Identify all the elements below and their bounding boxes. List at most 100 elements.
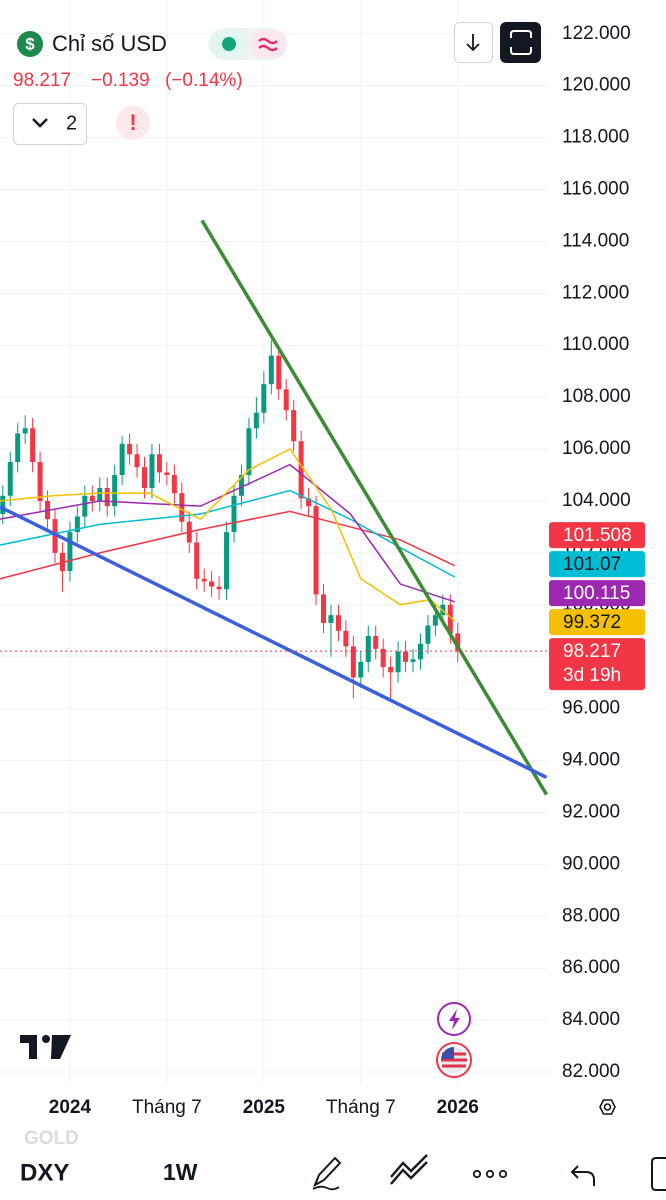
y-tick-label: 118.000	[562, 127, 629, 148]
chevron	[32, 118, 48, 128]
fullscreen-icon	[510, 30, 532, 55]
candle-body	[321, 594, 327, 623]
candle-body	[455, 633, 461, 652]
ma-line	[0, 463, 456, 603]
ma-price-label: 100.115	[563, 583, 630, 604]
indicators-toggle[interactable]: 2	[13, 103, 87, 145]
x-tick-label: Tháng 7	[326, 1097, 396, 1118]
draw-tool[interactable]	[312, 1156, 342, 1191]
trend-tool[interactable]	[390, 1154, 428, 1185]
pen-stroke	[312, 1185, 340, 1191]
toolbar-interval[interactable]: 1W	[163, 1159, 198, 1185]
time-axis: 2024 Tháng 7 2025 Tháng 7 2026	[49, 1097, 479, 1118]
layout-button[interactable]	[651, 1157, 666, 1191]
candle-body	[179, 493, 185, 522]
x-tick-label: 2025	[243, 1097, 286, 1118]
trend-icon	[390, 1154, 428, 1178]
trendline	[0, 505, 548, 779]
candle-body	[306, 498, 312, 507]
toolbar-symbol[interactable]: DXY	[20, 1159, 69, 1186]
more-button[interactable]	[472, 1169, 508, 1179]
candle-body	[67, 532, 73, 572]
ma-price-tag	[549, 609, 645, 636]
candle-body	[283, 389, 289, 411]
watermark: GOLD	[24, 1128, 79, 1149]
candle-body	[313, 506, 319, 595]
last-price-tag	[549, 638, 645, 691]
indicator-count: 2	[66, 112, 77, 134]
candle-body	[298, 441, 304, 499]
candle-body	[261, 384, 267, 413]
tradingview-logo	[20, 1035, 71, 1059]
ma-price-label: 99.372	[563, 612, 621, 633]
delayed-icon	[258, 37, 278, 52]
pill-right	[250, 30, 286, 58]
y-tick-label: 120.000	[562, 75, 631, 96]
candle-body	[171, 475, 177, 494]
candle-body	[209, 581, 215, 587]
trendline	[200, 219, 548, 796]
candle-body	[291, 410, 297, 442]
last-price-label: 98.217	[563, 641, 621, 662]
undo-icon	[570, 1165, 595, 1186]
candle-body	[22, 428, 28, 434]
candle-body	[134, 454, 140, 468]
logo-part	[42, 1035, 50, 1043]
y-tick-label: 116.000	[562, 179, 629, 200]
lightning-button[interactable]	[437, 1002, 471, 1036]
undo-button[interactable]	[570, 1165, 595, 1186]
candle-body	[224, 532, 230, 590]
candle-body	[328, 615, 334, 623]
candle-body	[149, 454, 155, 488]
candle-body	[231, 495, 237, 533]
status-pill[interactable]	[208, 28, 288, 60]
candle-body	[119, 443, 125, 476]
candle-body	[380, 648, 386, 668]
candle-body	[253, 412, 259, 429]
candle-body	[15, 433, 21, 463]
candle-body	[142, 467, 148, 488]
lightning-icon	[449, 1009, 460, 1030]
ma-line	[0, 510, 456, 580]
candle-body	[246, 428, 252, 476]
candle-body	[276, 355, 282, 390]
axis-settings[interactable]	[599, 1099, 616, 1115]
candle-body	[104, 487, 110, 507]
candle-body	[156, 454, 162, 473]
header-change-pct: (−0.14%)	[165, 70, 243, 91]
candle-body	[365, 635, 371, 662]
countdown-label: 3d 19h	[563, 665, 621, 686]
y-tick-label: 90.000	[562, 853, 620, 874]
dot	[472, 1169, 482, 1179]
header-price: 98.217	[13, 70, 71, 91]
price-axis: 82.000 84.000 86.000 88.000 90.000 92.000 94.0…	[549, 23, 645, 1082]
candle-body	[373, 635, 379, 649]
symbol-icon: $	[25, 34, 35, 53]
fullscreen-box	[500, 22, 541, 63]
ma-price-label: 101.07	[563, 554, 621, 575]
candle-body	[395, 651, 401, 673]
y-tick-label: 106.000	[562, 438, 631, 459]
candle-body	[268, 355, 274, 385]
y-tick-label: 84.000	[562, 1009, 620, 1030]
x-tick-label: 2024	[49, 1097, 92, 1118]
ma-price-tag	[549, 580, 645, 607]
y-tick-label: 82.000	[562, 1061, 620, 1082]
download-button[interactable]	[454, 22, 493, 63]
us-events-button[interactable]	[436, 1042, 472, 1078]
download-icon	[466, 34, 480, 52]
market-open-dot	[222, 37, 236, 51]
symbol-header[interactable]: $ Chỉ số USD	[17, 31, 167, 57]
candle-body	[7, 462, 13, 496]
ma-line	[0, 448, 456, 622]
fullscreen-button[interactable]	[500, 22, 541, 63]
candle-body	[112, 475, 118, 507]
candle-body	[425, 625, 431, 644]
candle-body	[403, 651, 409, 662]
indicators-box	[13, 103, 87, 145]
y-tick-label: 92.000	[562, 801, 620, 822]
y-tick-label: 94.000	[562, 750, 620, 771]
alert-badge[interactable]: !	[116, 106, 150, 140]
candle-body	[30, 428, 36, 463]
